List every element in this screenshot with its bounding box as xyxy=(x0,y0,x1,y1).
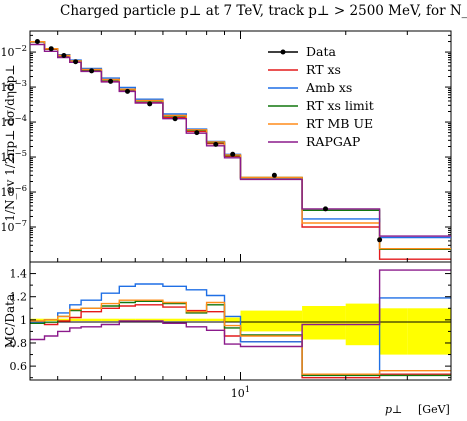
ratio-band-bin-15 xyxy=(379,308,408,355)
x-axis-ticks: 101 xyxy=(57,31,452,400)
ratio-band-bin-9 xyxy=(186,318,207,321)
main-y-axis-label: 1/N_ev 1/2πp⊥ dσ/dηdp⊥ xyxy=(3,64,17,221)
data-point-5 xyxy=(108,78,114,84)
ratio-band-bin-8 xyxy=(162,318,187,321)
ratio-panel: 0.6 0.8 1 1.2 1.4 MC/Data xyxy=(3,261,452,381)
legend-label-data: Data xyxy=(306,44,336,59)
ratio-y-tick-label: 1.4 xyxy=(10,268,28,281)
legend-label-rt-mb-ue: RT MB UE xyxy=(306,116,373,131)
ratio-band-bin-2 xyxy=(57,318,70,321)
main-y-tick-label: 10−5 xyxy=(0,149,27,164)
data-point-13 xyxy=(323,206,328,212)
data-point-4 xyxy=(89,68,95,74)
ratio-series xyxy=(30,269,451,379)
ratio-y-tick-label: 0.8 xyxy=(10,337,28,350)
legend: Data RT xs Amb xs RT xs limit RT MB UE R… xyxy=(268,44,374,149)
main-y-tick-label: 10−2 xyxy=(0,44,27,59)
ratio-y-tick-label: 1 xyxy=(20,314,27,327)
data-point-8 xyxy=(172,116,178,122)
legend-label-rt-xs: RT xs xyxy=(306,62,341,77)
ratio-y-axis-label: MC/Data xyxy=(3,294,17,348)
ratio-band-bin-7 xyxy=(135,318,163,321)
legend-label-amb-xs: Amb xs xyxy=(305,80,352,95)
ratio-band-bin-4 xyxy=(81,318,102,321)
data-point-12 xyxy=(271,172,277,178)
x-axis-unit: [GeV] xyxy=(418,403,450,416)
main-panel: 10−7 10−6 10−5 10−4 10−3 10−2 1/N_ev 1/2πp⊥ d… xyxy=(0,30,452,263)
ratio-band-bin-13 xyxy=(302,306,346,340)
ratio-series-line-rt-mb-ue xyxy=(30,299,451,375)
ratio-series-line-rapgap xyxy=(30,269,451,348)
ratio-band-bin-10 xyxy=(206,318,225,321)
ratio-ticks: 0.6 0.8 1 1.2 1.4 xyxy=(10,261,451,379)
data-point-1 xyxy=(48,46,54,52)
legend-label-rapgap: RAPGAP xyxy=(306,134,360,149)
legend-label-rt-xs-limit: RT xs limit xyxy=(306,98,374,113)
data-point-14 xyxy=(377,237,383,243)
ratio-y-tick-label: 0.6 xyxy=(10,360,28,373)
data-point-7 xyxy=(147,101,153,107)
main-y-tick-label: 10−4 xyxy=(0,114,27,129)
ratio-y-tick-label: 1.2 xyxy=(10,291,28,304)
ratio-band-bin-0 xyxy=(30,318,45,321)
ratio-band-bin-3 xyxy=(69,318,82,321)
data-point-10 xyxy=(213,141,219,147)
data-point-0 xyxy=(34,39,40,44)
ratio-band-bin-11 xyxy=(224,317,241,323)
data-point-2 xyxy=(61,53,67,58)
ratio-band-bin-6 xyxy=(119,318,136,321)
data-point-11 xyxy=(230,151,236,157)
main-plot-frame xyxy=(29,30,452,263)
ratio-band-bin-5 xyxy=(101,318,120,321)
x-axis-label: p⊥ xyxy=(385,403,402,416)
ratio-band-bin-16 xyxy=(407,308,451,355)
main-series-line-rt-xs-limit xyxy=(30,41,451,250)
main-data-points xyxy=(34,39,383,243)
main-y-tick-label: 10−3 xyxy=(0,79,27,94)
main-y-tick-label: 10−7 xyxy=(0,219,27,234)
legend-data-marker xyxy=(280,49,286,55)
main-series-line-rt-xs xyxy=(30,41,451,260)
main-ticks: 10−7 10−6 10−5 10−4 10−3 10−2 xyxy=(0,30,451,263)
chart-title: Charged particle p⊥ at 7 TeV, track p⊥ >… xyxy=(60,3,467,19)
data-point-6 xyxy=(125,88,130,94)
main-series-line-rapgap xyxy=(30,43,451,237)
x-tick-label: 101 xyxy=(231,385,250,400)
ratio-band-bin-12 xyxy=(240,310,303,332)
data-point-9 xyxy=(194,130,200,136)
main-series xyxy=(30,41,451,260)
main-y-tick-label: 10−6 xyxy=(0,184,27,199)
data-point-3 xyxy=(73,59,79,65)
